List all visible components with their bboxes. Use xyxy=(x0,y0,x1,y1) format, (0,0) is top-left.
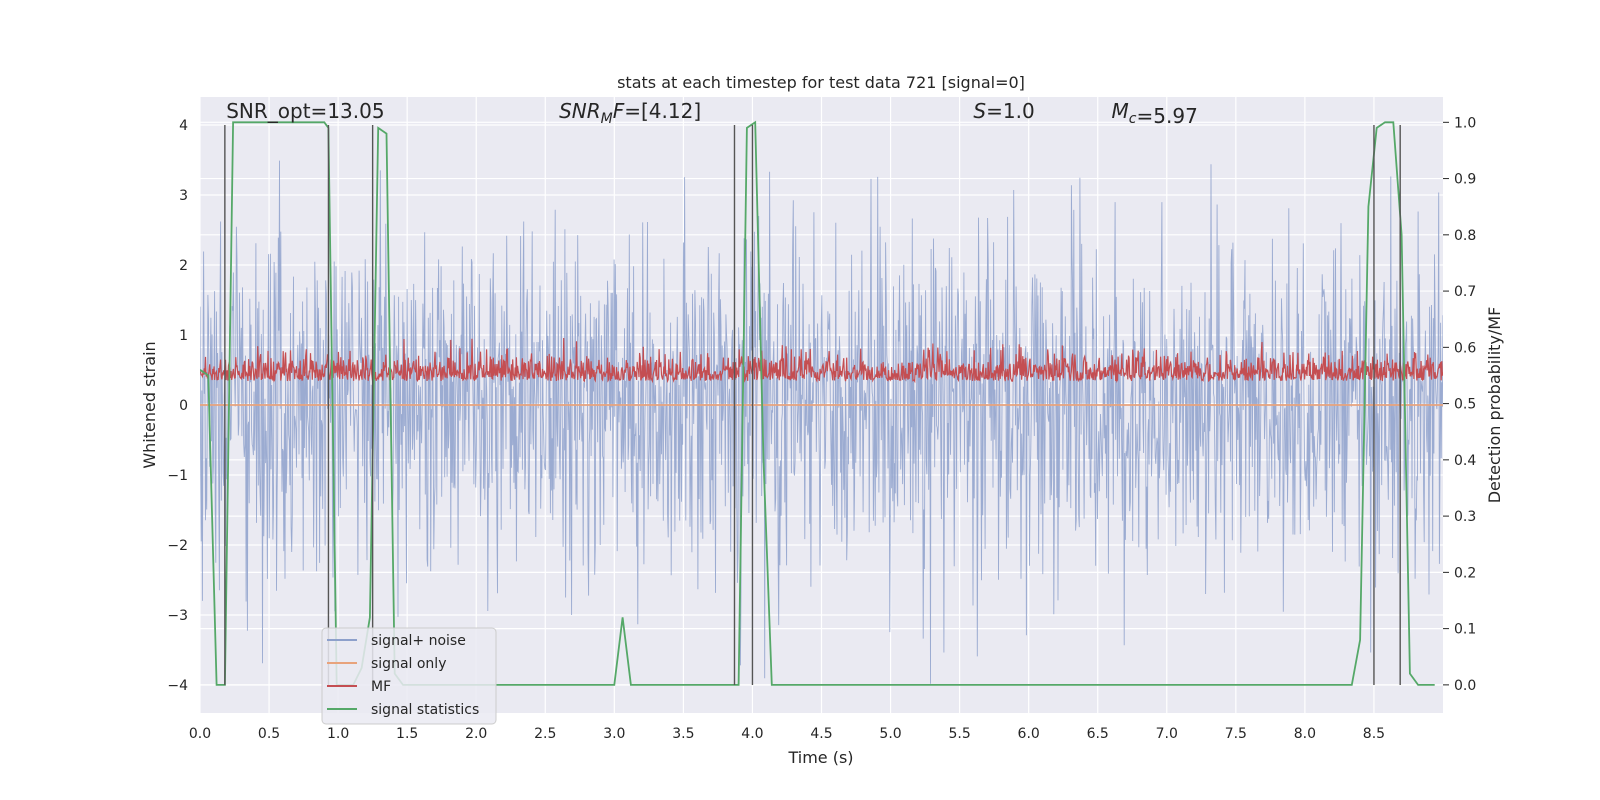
x-tick-label: 4.0 xyxy=(741,726,763,742)
y-left-tick-label: −3 xyxy=(167,608,188,624)
y-right-tick-label: 0.9 xyxy=(1454,172,1476,188)
x-tick-label: 5.0 xyxy=(879,726,901,742)
y-left-tick-label: −2 xyxy=(167,538,188,554)
annotations: SNR_opt=13.05 SNRMF=[4.12] S=1.0 Mc=5.97 xyxy=(226,99,1198,128)
series-mf xyxy=(200,337,1443,384)
legend-label: signal only xyxy=(371,656,446,672)
y-right-tick-label: 0.5 xyxy=(1454,397,1476,413)
series-layer xyxy=(200,120,1443,686)
y-left-tick-label: 0 xyxy=(179,398,188,414)
y-left-tick-label: −1 xyxy=(167,468,188,484)
x-tick-label: 3.5 xyxy=(672,726,694,742)
x-tick-label: 1.0 xyxy=(327,726,349,742)
series-signal-noise xyxy=(200,160,1443,684)
x-tick-label: 1.5 xyxy=(396,726,418,742)
y-left-tick-label: 4 xyxy=(179,118,188,134)
x-tick-label: 5.5 xyxy=(948,726,970,742)
x-tick-label: 6.5 xyxy=(1087,726,1109,742)
legend-label: MF xyxy=(371,679,391,695)
annotation-text: SNRMF=[4.12] xyxy=(559,99,701,127)
chart-title: stats at each timestep for test data 721… xyxy=(617,73,1025,92)
y-right-tick-label: 1.0 xyxy=(1454,115,1476,131)
annotation-text: SNR_opt=13.05 xyxy=(226,99,384,123)
x-tick-label: 7.5 xyxy=(1225,726,1247,742)
x-tick-label: 4.5 xyxy=(810,726,832,742)
annotation-text: Mc=5.97 xyxy=(1112,99,1198,128)
y-right-tick-label: 0.1 xyxy=(1454,622,1476,638)
x-tick-label: 2.5 xyxy=(534,726,556,742)
y-right-tick-label: 0.6 xyxy=(1454,340,1476,356)
plot-area xyxy=(200,120,1443,686)
x-tick-label: 2.0 xyxy=(465,726,487,742)
y-axis-left: −4 −3 −2 −1 0 1 2 3 4 xyxy=(167,118,188,694)
x-tick-label: 0.5 xyxy=(258,726,280,742)
x-tick-label: 8.0 xyxy=(1294,726,1316,742)
series-signal-statistics xyxy=(200,120,1435,686)
annotation-text: S=1.0 xyxy=(973,99,1034,123)
y-axis-left-label: Whitened strain xyxy=(140,341,159,468)
y-right-tick-label: 0.8 xyxy=(1454,228,1476,244)
x-tick-label: 7.0 xyxy=(1156,726,1178,742)
legend-label: signal statistics xyxy=(371,702,479,718)
x-axis: 0.0 0.5 1.0 1.5 2.0 2.5 3.0 3.5 4.0 4.5 5.0 5.5 6.0 6… xyxy=(189,726,1385,742)
x-axis-label: Time (s) xyxy=(787,748,853,767)
y-left-tick-label: 1 xyxy=(179,328,188,344)
x-tick-label: 3.0 xyxy=(603,726,625,742)
y-right-tick-label: 0.2 xyxy=(1454,565,1476,581)
legend-label: signal+ noise xyxy=(371,633,466,649)
y-left-tick-label: 2 xyxy=(179,258,188,274)
legend-box xyxy=(321,627,497,725)
x-tick-label: 6.0 xyxy=(1018,726,1040,742)
legend: signal+ noise signal only MF signal statist… xyxy=(321,627,497,725)
y-right-tick-label: 0.0 xyxy=(1454,678,1476,694)
y-left-tick-label: 3 xyxy=(179,188,188,204)
x-tick-label: 8.5 xyxy=(1363,726,1385,742)
y-left-tick-label: −4 xyxy=(167,678,188,694)
y-right-tick-label: 0.3 xyxy=(1454,509,1476,525)
x-tick-label: 0.0 xyxy=(189,726,211,742)
y-axis-right: 0.0 0.1 0.2 0.3 0.4 0.5 0.6 0.7 0.8 0.9 1.0 xyxy=(1443,115,1476,694)
y-right-tick-label: 0.4 xyxy=(1454,453,1476,469)
y-axis-right-label: Detection probability/MF xyxy=(1485,307,1504,504)
y-right-tick-label: 0.7 xyxy=(1454,284,1476,300)
